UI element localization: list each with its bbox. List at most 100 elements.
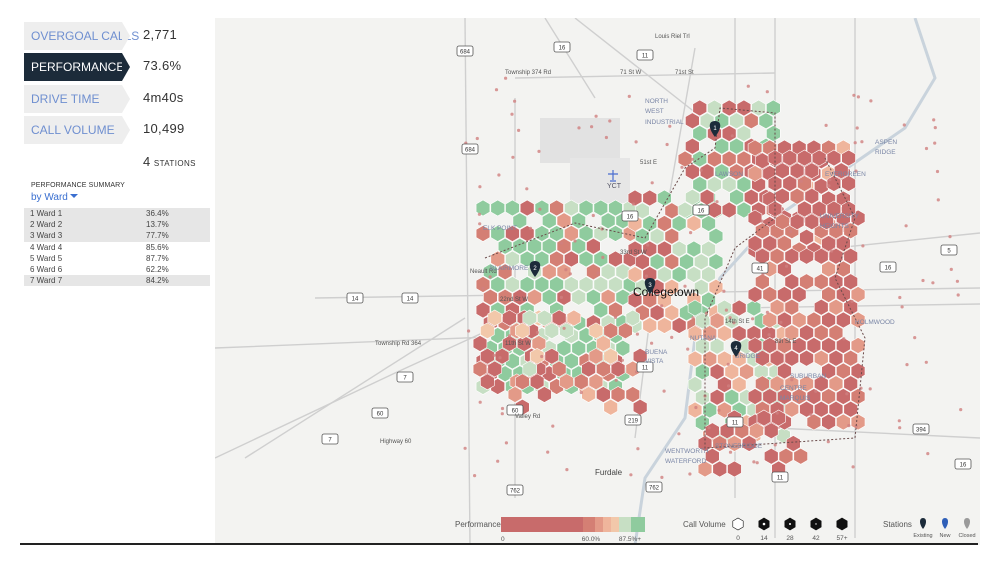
hex-cell: [635, 253, 650, 271]
hex-cell: [762, 311, 778, 329]
call-dot: [956, 293, 960, 297]
call-dot: [507, 334, 512, 338]
hex-cell: [515, 322, 530, 340]
hex-cell: [544, 322, 560, 340]
call-dot: [504, 76, 508, 80]
call-dot: [488, 275, 492, 279]
hex-cell: [649, 227, 665, 245]
hex-cell: [618, 322, 633, 340]
table-row[interactable]: 2 Ward 2 13.7%: [24, 219, 210, 231]
stations-legend-title: Stations: [883, 520, 912, 529]
table-row[interactable]: 3 Ward 3 77.7%: [24, 230, 210, 242]
hex-cell: [777, 337, 792, 354]
summary-group-dropdown[interactable]: by Ward: [31, 192, 78, 203]
hex-cell: [544, 347, 560, 365]
call-dot: [869, 99, 873, 103]
call-dot: [631, 202, 636, 206]
call-dot: [620, 358, 624, 362]
call-dot: [751, 317, 755, 321]
neighborhood-label: CENTRE: [780, 385, 807, 392]
metric-drive-time[interactable]: DRIVE TIME 4m40s: [24, 85, 214, 113]
hex-cell: [813, 247, 829, 265]
route-shield: [751, 262, 769, 274]
metric-performance[interactable]: PERFORMANCE 73.6%: [24, 53, 214, 81]
route-shield: [346, 292, 364, 304]
tab-overgoal-calls[interactable]: OVERGOAL CALLS: [24, 22, 139, 50]
hex-cell: [828, 298, 844, 316]
hex-cell: [762, 235, 778, 252]
hex-cell: [529, 347, 545, 365]
route-shield: [621, 210, 639, 222]
hex-cell: [642, 189, 658, 207]
call-dot: [789, 230, 793, 234]
route-shield-label: 41: [757, 267, 764, 273]
tab-drive-time[interactable]: DRIVE TIME: [24, 85, 130, 113]
table-row[interactable]: 6 Ward 6 62.2%: [24, 264, 210, 275]
road-label: Township 374 Rd: [505, 70, 551, 76]
station-marker-1[interactable]: 1: [709, 121, 721, 137]
call-dot: [902, 123, 906, 127]
hex-cell: [791, 311, 807, 329]
hex-cell: [786, 435, 801, 452]
call-dot: [601, 255, 605, 259]
call-dot: [775, 411, 779, 415]
road-line: [574, 18, 716, 129]
call-dot: [814, 389, 818, 393]
route-shield: [371, 407, 389, 419]
hex-cell: [763, 447, 779, 465]
road-label: Township Rd 364: [375, 341, 422, 347]
performance-tick: 87.5%+: [619, 536, 641, 543]
hex-cell: [743, 188, 759, 206]
hex-cell: [556, 288, 572, 306]
route-shield-label: 16: [698, 209, 705, 215]
call-dot: [694, 405, 698, 410]
hex-cell: [721, 176, 737, 193]
hex-cell: [522, 360, 538, 378]
hex-cell: [596, 386, 611, 403]
call-dot: [852, 93, 856, 97]
hex-cell: [813, 375, 829, 393]
hex-cell: [828, 273, 844, 291]
hex-cell: [588, 322, 604, 340]
hex-cell: [627, 266, 643, 283]
hex-cell: [729, 112, 744, 130]
station-marker-2[interactable]: 2: [529, 261, 541, 277]
metric-overgoal-calls[interactable]: OVERGOAL CALLS 2,771: [24, 22, 214, 50]
hex-cell: [778, 447, 794, 465]
call-dot: [755, 461, 759, 465]
hex-cell: [671, 240, 687, 258]
hex-cell: [721, 201, 737, 219]
hex-cell: [593, 199, 609, 217]
hex-cell: [679, 253, 694, 271]
table-row[interactable]: 4 Ward 4 85.6%: [24, 242, 210, 253]
hex-cell: [826, 149, 842, 167]
hex-cell: [657, 266, 672, 283]
station-marker-3[interactable]: 3: [644, 278, 656, 294]
hex-cell: [755, 273, 770, 291]
call-dot: [924, 146, 929, 151]
hex-cell: [747, 286, 763, 303]
table-row[interactable]: 5 Ward 5 87.7%: [24, 253, 210, 264]
hex-cell: [821, 311, 836, 329]
route-shield: [726, 416, 744, 428]
call-dot: [784, 264, 789, 268]
neighborhood-label: WENTWORTH: [665, 448, 709, 455]
call-dot: [497, 173, 501, 177]
map-view[interactable]: 684 16 11 684 16 14 14 7 7 60 60 762 762 219 11 11 5 16 39…: [215, 18, 980, 545]
table-row[interactable]: 7 Ward 7 84.2%: [24, 275, 210, 287]
hex-cell: [627, 189, 643, 207]
map-legend: Performance 0 60.0% 87.5%+ Call Volume 0 14 28 4…: [215, 512, 980, 545]
station-marker-4[interactable]: 4: [730, 341, 742, 357]
table-row[interactable]: 1 Ward 1 36.4%: [24, 208, 210, 220]
hex-cell: [727, 460, 742, 478]
hex-cell: [702, 325, 718, 342]
metric-call-volume[interactable]: CALL VOLUME 10,499: [24, 116, 214, 144]
tab-call-volume[interactable]: CALL VOLUME: [24, 116, 130, 144]
tab-performance[interactable]: PERFORMANCE: [24, 53, 130, 81]
hex-cell: [836, 362, 851, 380]
call-volume-value: 10,499: [143, 121, 185, 136]
neighborhood-label: MARQUIS: [780, 395, 811, 402]
hex-cell: [475, 199, 491, 217]
hex-cell: [813, 349, 829, 367]
